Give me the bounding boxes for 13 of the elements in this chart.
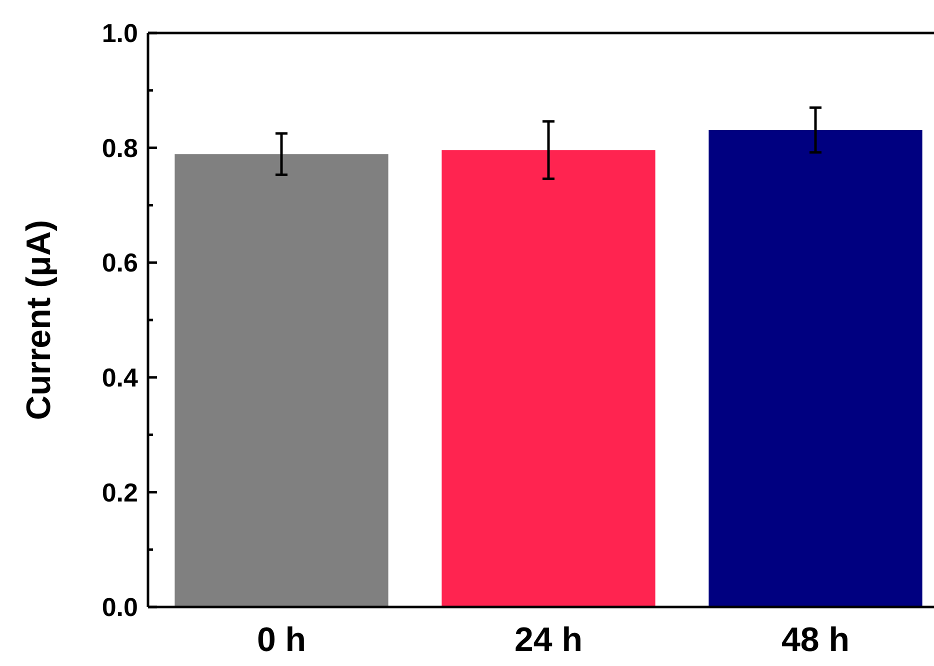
x-tick-label: 24 h	[514, 621, 583, 659]
bar	[442, 150, 656, 607]
y-axis-title: Current (μA)	[20, 220, 58, 420]
y-tick-label: 0.6	[102, 248, 138, 278]
y-tick-label: 0.8	[102, 132, 138, 163]
y-tick-label: 0.2	[102, 477, 138, 508]
y-tick-label: 0.0	[102, 592, 138, 622]
y-tick-label: 0.4	[102, 362, 139, 392]
y-tick-label: 1.0	[102, 18, 138, 48]
x-tick-label: 48 h	[781, 621, 850, 659]
x-tick-label: 0 h	[256, 621, 306, 659]
bar	[708, 130, 922, 607]
bar	[174, 154, 388, 607]
